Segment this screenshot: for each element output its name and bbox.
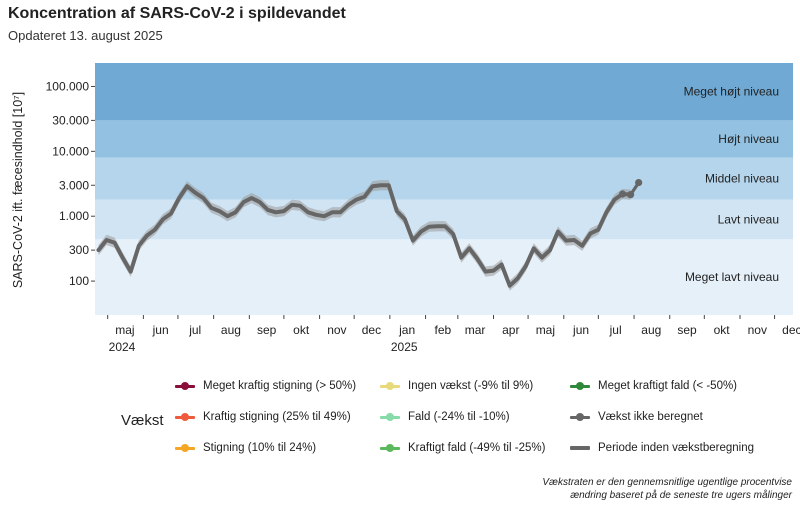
legend-label-8: Periode inden vækstberegning: [598, 442, 754, 454]
band-0: [95, 63, 793, 121]
x-tick-label-2: jul: [188, 323, 201, 337]
x-tick-label-8: jan: [398, 323, 415, 337]
y-tick-label-6: 100.000: [46, 79, 90, 93]
band-label-3: Lavt niveau: [718, 212, 779, 226]
series-points: [618, 178, 643, 199]
legend-item-4: Fald (-24% til -10%): [380, 411, 510, 423]
legend-swatch-6: [175, 442, 195, 454]
chart-svg: Meget højt niveau Højt niveau Middel nivea…: [11, 63, 800, 354]
legend-label-3: Kraftig stigning (25% til 49%): [203, 411, 351, 423]
x-tick-label-4: sep: [257, 323, 277, 337]
series-line-0: [96, 183, 633, 288]
band-label-1: Højt niveau: [718, 132, 779, 146]
legend-item-6: Stigning (10% til 24%): [175, 442, 316, 454]
legend-title: Vækst: [121, 412, 164, 429]
band-label-4: Meget lavt niveau: [685, 270, 779, 284]
legend-label-6: Stigning (10% til 24%): [203, 442, 317, 454]
data-point-1-0: [618, 190, 627, 198]
y-tick-label-2: 1.000: [59, 209, 89, 223]
legend-swatch-2: [570, 380, 590, 392]
legend-swatch-3: [175, 411, 195, 423]
x-tick-label-5: okt: [293, 323, 310, 337]
legend-label-0: Meget kraftig stigning (> 50%): [203, 380, 357, 392]
footnote-line-2: ændring baseret på de seneste tre ugers …: [570, 490, 792, 501]
x-tick-label-7: dec: [362, 323, 381, 337]
level-band-labels: Meget højt niveau Højt niveau Middel nivea…: [684, 85, 779, 284]
legend-swatch-5: [570, 411, 590, 423]
legend-item-7: Kraftigt fald (-49% til -25%): [380, 442, 545, 454]
footnote-line-1: Vækstraten er den gennemsnitlige ugentli…: [542, 477, 792, 488]
band-2: [95, 157, 793, 200]
ribbon-area: [98, 180, 631, 291]
x-tick-label-0: maj: [115, 323, 134, 337]
legend-item-5: Vækst ikke beregnet: [570, 411, 703, 423]
x-tick-label-19: dec: [782, 323, 800, 337]
x-tick-label-16: sep: [677, 323, 697, 337]
legend-swatch-0: [175, 380, 195, 392]
band-label-2: Middel niveau: [705, 172, 779, 186]
legend-label-5: Vækst ikke beregnet: [598, 411, 703, 423]
legend-swatch-7: [380, 442, 400, 454]
y-axis: 100 300 1.000 3.000 10.000 30.000 100.000: [46, 79, 95, 288]
x-tick-label-6: nov: [327, 323, 346, 337]
footnote: Vækstraten er den gennemsnitlige ugentli…: [542, 476, 792, 502]
y-tick-label-1: 300: [69, 243, 89, 257]
legend-swatch-1: [380, 380, 400, 392]
band-1: [95, 120, 793, 158]
legend-item-8: Periode inden vækstberegning: [570, 442, 754, 454]
x-tick-label-1: jun: [152, 323, 169, 337]
y-tick-label-5: 30.000: [52, 113, 89, 127]
band-3: [95, 199, 793, 240]
band-label-0: Meget højt niveau: [684, 85, 779, 99]
y-axis-label: SARS-CoV-2 ift. fæcesindhold [10⁷]: [11, 92, 25, 288]
x-tick-label-10: mar: [465, 323, 486, 337]
x-tick-label-9: feb: [435, 323, 452, 337]
x-tick-label-13: jun: [572, 323, 589, 337]
legend-label-4: Fald (-24% til -10%): [408, 411, 510, 423]
y-tick-label-4: 10.000: [52, 144, 89, 158]
legend-label-7: Kraftigt fald (-49% til -25%): [408, 442, 546, 454]
x-tick-label-18: nov: [748, 323, 767, 337]
x-tick-label-15: aug: [641, 323, 661, 337]
legend-item-3: Kraftig stigning (25% til 49%): [175, 411, 351, 423]
data-point-1-1: [626, 191, 635, 199]
legend-swatch-8: [570, 442, 590, 454]
x-tick-label-12: maj: [536, 323, 555, 337]
legend-item-1: Ingen vækst (-9% til 9%): [380, 380, 533, 392]
uncertainty-ribbon: [98, 180, 631, 291]
y-tick-label-3: 3.000: [59, 178, 89, 192]
y-tick-label-0: 100: [69, 274, 89, 288]
band-4: [95, 239, 793, 315]
x-tick-label-11: apr: [502, 323, 519, 337]
legend-item-0: Meget kraftig stigning (> 50%): [175, 380, 356, 392]
chart-title: Koncentration af SARS-CoV-2 i spildevand…: [8, 5, 346, 22]
data-point-1-2: [635, 178, 643, 187]
chart-subtitle: Opdateret 13. august 2025: [8, 28, 163, 43]
x-tick-label-3: aug: [221, 323, 241, 337]
legend-label-1: Ingen vækst (-9% til 9%): [408, 380, 534, 392]
legend-item-2: Meget kraftigt fald (< -50%): [570, 380, 737, 392]
legend-swatch-4: [380, 411, 400, 423]
x-tick-label-17: okt: [714, 323, 731, 337]
legend-label-2: Meget kraftigt fald (< -50%): [598, 380, 738, 392]
x-year-label-0: 2024: [109, 340, 136, 354]
x-tick-label-14: jul: [609, 323, 622, 337]
x-year-label-8: 2025: [391, 340, 418, 354]
